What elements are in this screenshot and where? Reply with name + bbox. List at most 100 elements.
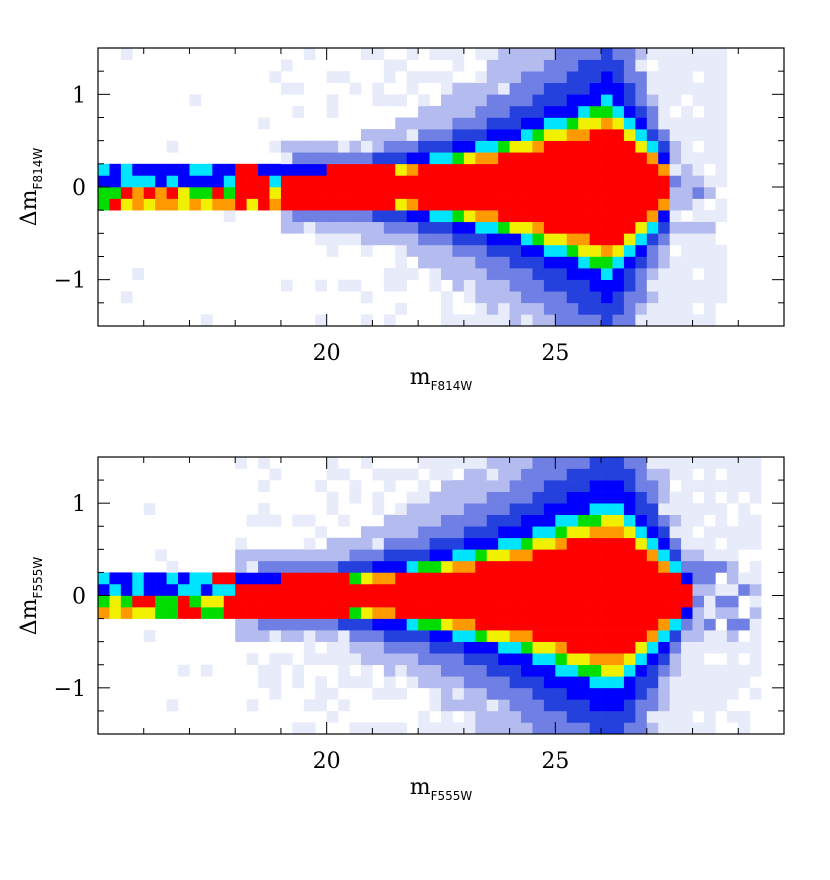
density-cell	[681, 618, 693, 631]
y-tick-label: 1	[72, 83, 86, 108]
density-cell	[658, 526, 670, 539]
density-cell	[406, 244, 419, 257]
density-cell	[315, 572, 327, 585]
density-cell	[749, 457, 762, 469]
density-cell	[418, 233, 430, 246]
density-cell	[646, 676, 659, 689]
density-cell	[406, 560, 419, 573]
x-axis-title-top: mF814W	[410, 365, 473, 393]
density-cell	[406, 526, 419, 539]
density-cell	[692, 117, 705, 130]
density-cell	[749, 641, 762, 654]
density-cell	[120, 163, 133, 176]
density-cell	[612, 687, 625, 700]
density-cell	[589, 537, 602, 550]
density-cell	[383, 537, 396, 550]
density-cell	[372, 198, 385, 211]
density-cell	[703, 129, 716, 141]
density-cell	[486, 607, 499, 619]
density-cell	[646, 198, 659, 211]
density-cell	[269, 140, 282, 153]
density-cell	[612, 163, 625, 176]
density-cell	[566, 94, 579, 107]
density-cell	[372, 210, 385, 223]
density-cell	[543, 268, 556, 280]
density-cell	[532, 537, 545, 550]
density-cell	[360, 630, 373, 642]
density-cell	[681, 163, 693, 176]
density-cell	[612, 607, 625, 619]
density-cell	[703, 256, 716, 269]
density-cell	[441, 48, 453, 60]
density-cell	[532, 117, 545, 130]
density-cell	[612, 468, 625, 481]
density-cell	[349, 210, 362, 223]
density-cell	[315, 583, 327, 596]
density-cell	[578, 291, 590, 304]
density-cell	[555, 468, 568, 481]
density-cell	[486, 244, 499, 257]
density-cell	[246, 163, 259, 176]
density-cell	[521, 268, 533, 280]
density-cell	[635, 163, 648, 176]
density-cell	[658, 699, 670, 712]
density-cell	[601, 314, 613, 327]
density-cell	[555, 630, 568, 642]
density-cell	[463, 699, 476, 712]
density-cell	[246, 595, 259, 608]
density-cell	[338, 664, 350, 677]
density-cell	[429, 163, 442, 176]
density-cell	[601, 583, 613, 596]
density-cell	[555, 233, 568, 246]
density-cell	[669, 163, 682, 176]
density-cell	[223, 595, 236, 608]
density-cell	[383, 630, 396, 642]
density-cell	[235, 163, 247, 176]
density-cell	[258, 572, 270, 585]
density-cell	[532, 618, 545, 631]
density-cell	[475, 607, 488, 619]
density-cell	[749, 480, 762, 492]
density-cell	[635, 198, 648, 211]
density-cell	[509, 198, 522, 211]
density-cell	[235, 537, 247, 550]
density-cell	[566, 59, 579, 72]
density-cell	[395, 59, 407, 72]
density-cell	[566, 480, 579, 492]
density-cell	[532, 607, 545, 619]
density-cell	[658, 163, 670, 176]
density-cell	[681, 140, 693, 153]
density-cell	[669, 198, 682, 211]
density-cell	[189, 198, 202, 211]
density-cell	[463, 537, 476, 550]
density-cell	[441, 514, 453, 527]
density-cell	[200, 314, 213, 327]
density-cell	[715, 583, 728, 596]
density-cell	[578, 607, 590, 619]
density-cell	[612, 653, 625, 666]
density-cell	[315, 279, 327, 292]
density-cell	[418, 722, 430, 735]
density-cell	[543, 279, 556, 292]
density-cell	[338, 71, 350, 84]
density-cell	[635, 94, 648, 107]
density-cell	[566, 256, 579, 269]
density-cell	[646, 641, 659, 654]
density-cell	[681, 503, 693, 516]
density-cell	[463, 314, 476, 327]
density-cells-bottom	[98, 457, 762, 735]
density-cell	[98, 198, 110, 211]
density-cell	[246, 560, 259, 573]
density-cell	[646, 480, 659, 492]
density-cell	[566, 526, 579, 539]
density-cell	[521, 163, 533, 176]
density-cell	[441, 152, 453, 165]
density-cell	[315, 480, 327, 492]
density-cell	[521, 491, 533, 504]
density-cell	[498, 279, 510, 292]
density-cell	[360, 163, 373, 176]
density-cell	[543, 618, 556, 631]
density-cell	[452, 549, 465, 562]
density-cell	[463, 187, 476, 199]
